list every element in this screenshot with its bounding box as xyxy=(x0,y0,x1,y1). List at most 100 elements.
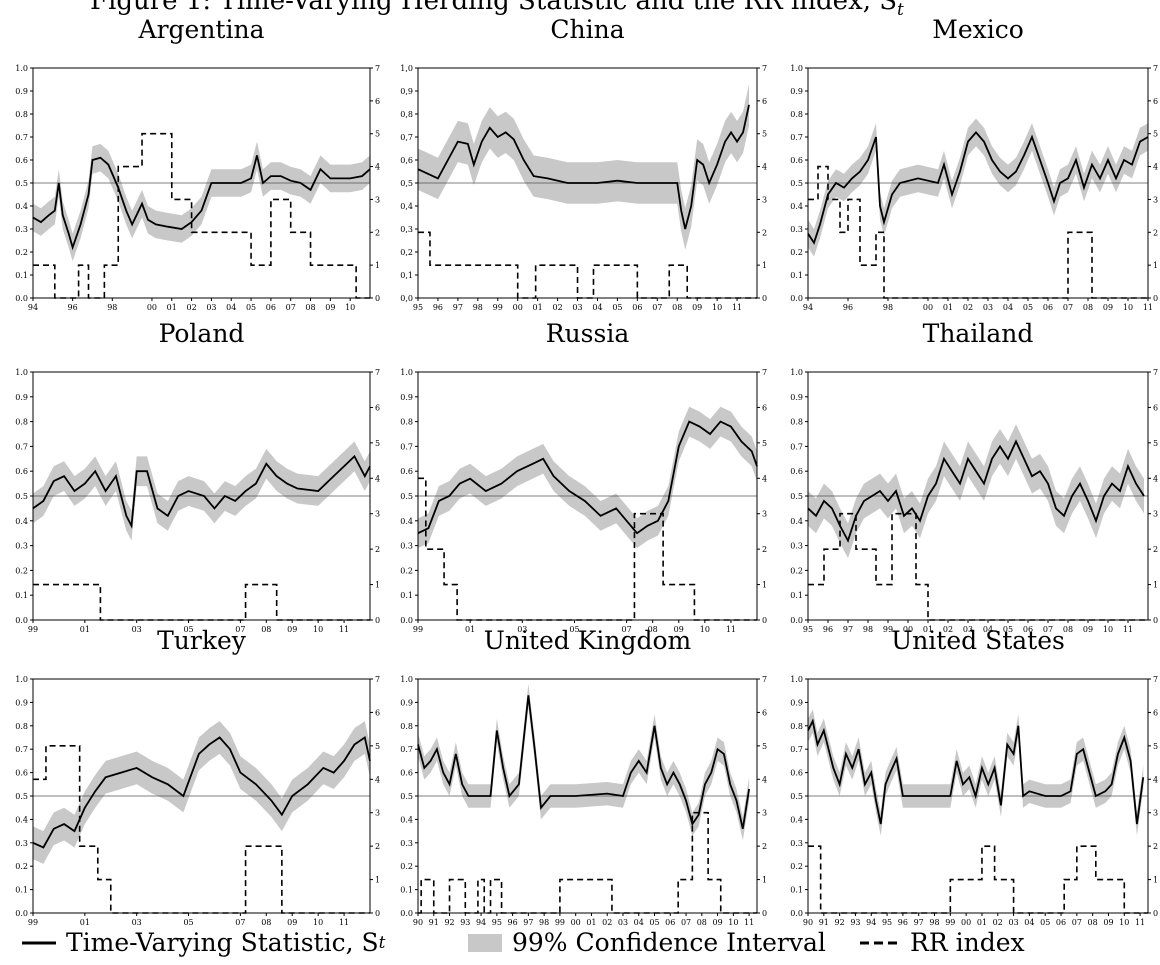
right-tick-label: 7 xyxy=(1153,368,1158,377)
left-tick-label: 0.9 xyxy=(790,87,803,96)
left-tick-label: 0.1 xyxy=(15,271,28,280)
legend-item-confidence: 99% Confidence Interval xyxy=(468,928,826,957)
left-tick-label: 0,5 xyxy=(400,179,413,188)
right-tick-label: 3 xyxy=(762,195,767,204)
right-tick-label: 0 xyxy=(762,909,767,918)
right-tick-label: 4 xyxy=(1153,474,1158,483)
x-tick-label: 99 xyxy=(413,625,423,634)
x-tick-label: 05 xyxy=(649,918,659,927)
left-tick-label: 0.9 xyxy=(790,698,803,707)
x-tick-label: 07 xyxy=(1043,625,1053,634)
left-tick-label: 0.2 xyxy=(790,566,803,575)
x-tick-label: 98 xyxy=(107,303,117,312)
left-tick-label: 0.4 xyxy=(400,517,413,526)
chart-china: China0,00,10,20,30,40,50,60,70,80,91,001… xyxy=(400,15,767,312)
x-tick-label: 04 xyxy=(226,303,236,312)
left-tick-label: 0.1 xyxy=(400,591,413,600)
right-tick-label: 2 xyxy=(375,545,380,554)
x-tick-label: 10 xyxy=(345,303,355,312)
left-tick-label: 0.2 xyxy=(790,248,803,257)
right-tick-label: 7 xyxy=(762,64,767,73)
left-tick-label: 0.2 xyxy=(15,862,28,871)
x-tick-label: 05 xyxy=(1023,303,1033,312)
left-tick-label: 0.4 xyxy=(790,815,803,824)
left-tick-label: 0.5 xyxy=(790,179,803,188)
x-tick-label: 00 xyxy=(147,303,157,312)
right-tick-label: 6 xyxy=(762,97,767,106)
left-tick-label: 0.8 xyxy=(790,722,803,731)
x-tick-label: 01 xyxy=(977,918,987,927)
statistic-line xyxy=(807,439,1145,543)
left-tick-label: 0.1 xyxy=(790,591,803,600)
left-tick-label: 0.3 xyxy=(15,225,28,234)
confidence-band xyxy=(418,683,750,841)
x-tick-label: 06 xyxy=(632,303,642,312)
x-tick-label: 10 xyxy=(1123,303,1133,312)
figure-title-text: Figure 1: Time-Varying Herding Statistic… xyxy=(90,0,898,16)
left-tick-label: 0.7 xyxy=(400,442,413,451)
left-tick-label: 0.0 xyxy=(400,909,413,918)
right-tick-label: 1 xyxy=(762,261,767,270)
left-tick-label: 0.3 xyxy=(790,542,803,551)
x-tick-label: 96 xyxy=(823,625,833,634)
x-tick-label: 98 xyxy=(883,303,893,312)
rr-index-line xyxy=(418,231,757,299)
right-tick-label: 6 xyxy=(375,97,380,106)
legend-confidence-label: 99% Confidence Interval xyxy=(512,928,826,957)
right-tick-label: 5 xyxy=(762,130,767,139)
x-tick-label: 07 xyxy=(1063,303,1073,312)
left-tick-label: 0.2 xyxy=(790,862,803,871)
confidence-band xyxy=(33,141,370,262)
legend-rr-label: RR index xyxy=(910,928,1025,957)
x-tick-label: 05 xyxy=(183,918,193,927)
right-tick-label: 5 xyxy=(1153,130,1158,139)
x-tick-label: 96 xyxy=(843,303,853,312)
legend-statistic-subscript: t xyxy=(378,932,386,953)
x-tick-label: 97 xyxy=(453,303,463,312)
x-tick-label: 08 xyxy=(1063,625,1073,634)
x-tick-label: 06 xyxy=(665,918,675,927)
x-tick-label: 96 xyxy=(898,918,908,927)
x-tick-label: 03 xyxy=(983,303,993,312)
right-tick-label: 6 xyxy=(375,403,380,412)
left-tick-label: 0.6 xyxy=(400,467,413,476)
x-tick-label: 09 xyxy=(1103,303,1113,312)
left-tick-label: 0.0 xyxy=(790,294,803,303)
left-tick-label: 0,2 xyxy=(400,248,413,257)
rr-index-line xyxy=(418,811,757,914)
rr-index-line xyxy=(33,132,370,299)
x-tick-label: 05 xyxy=(1003,625,1013,634)
x-tick-label: 99 xyxy=(883,625,893,634)
chart-poland: Poland 0.0 0.1 0.2 0.3 0.4 0.5 0.6 0.7 0.8 0.9 1.0 0… xyxy=(15,319,380,634)
left-tick-label: 1.0 xyxy=(790,675,803,684)
panel-title: Mexico xyxy=(932,15,1024,44)
left-tick-label: 0.3 xyxy=(400,839,413,848)
x-tick-label: 07 xyxy=(1072,918,1082,927)
right-tick-label: 5 xyxy=(375,742,380,751)
right-tick-label: 7 xyxy=(375,675,380,684)
x-tick-label: 00 xyxy=(961,918,971,927)
confidence-band xyxy=(418,84,750,250)
x-tick-label: 99 xyxy=(555,918,565,927)
x-tick-label: 05 xyxy=(246,303,256,312)
right-tick-label: 7 xyxy=(375,64,380,73)
left-tick-label: 0.8 xyxy=(15,110,28,119)
left-tick-label: 0.5 xyxy=(400,792,413,801)
right-tick-label: 3 xyxy=(1153,809,1158,818)
x-tick-label: 04 xyxy=(983,625,993,634)
rr-index-line xyxy=(33,745,370,914)
right-tick-label: 2 xyxy=(762,545,767,554)
left-tick-label: 0.2 xyxy=(15,248,28,257)
confidence-band xyxy=(808,118,1148,257)
left-tick-label: 0.6 xyxy=(790,769,803,778)
right-tick-label: 7 xyxy=(762,368,767,377)
left-tick-label: 0.9 xyxy=(790,393,803,402)
right-tick-label: 4 xyxy=(762,775,767,784)
left-tick-label: 0.7 xyxy=(790,442,803,451)
x-tick-label: 09 xyxy=(712,918,722,927)
right-tick-label: 3 xyxy=(762,809,767,818)
right-tick-label: 0 xyxy=(1153,909,1158,918)
left-tick-label: 0.4 xyxy=(400,815,413,824)
chart-mexico: Mexico 0.0 0.1 0.2 0.3 0.4 0.5 0.6 0.7 0.8 0.9 1.0 0… xyxy=(790,15,1158,312)
left-tick-label: 0,0 xyxy=(400,294,413,303)
